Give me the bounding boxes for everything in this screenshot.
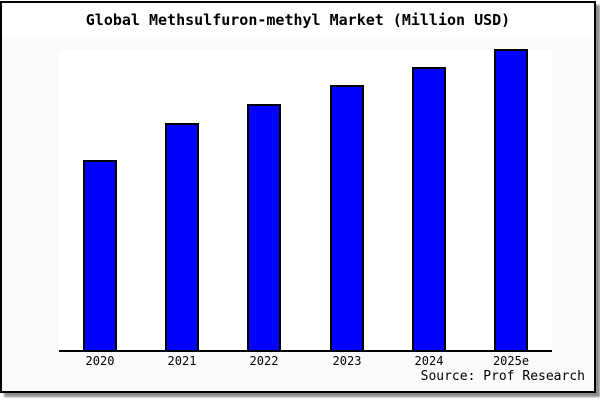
plot-area (59, 49, 552, 352)
x-tick-label-2022: 2022 (249, 354, 279, 368)
x-tick-label-2020: 2020 (85, 354, 115, 368)
bar-2021 (165, 123, 199, 350)
x-tick-label-2024: 2024 (414, 354, 444, 368)
bar-2022 (247, 104, 281, 350)
x-tick-label-2021: 2021 (167, 354, 197, 368)
bar-2024 (412, 67, 446, 350)
bar-2025e (494, 49, 528, 350)
bar-2020 (83, 160, 117, 350)
source-credit: Source: Prof Research (420, 369, 585, 384)
x-tick-label-2025e: 2025e (492, 354, 530, 368)
chart-title-band: Global Methsulfuron-methyl Market (Milli… (2, 3, 594, 37)
bar-2023 (330, 85, 364, 350)
x-tick-label-2023: 2023 (332, 354, 362, 368)
x-axis-labels: 2020 2021 2022 2023 2024 2025e (59, 354, 552, 369)
chart-card: Global Methsulfuron-methyl Market (Milli… (0, 1, 596, 393)
chart-title: Global Methsulfuron-methyl Market (Milli… (85, 11, 511, 29)
